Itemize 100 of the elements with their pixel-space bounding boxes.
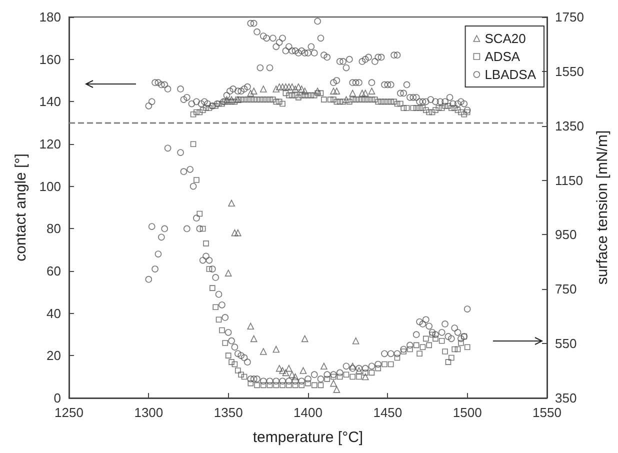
point [254, 382, 260, 388]
point [200, 226, 206, 232]
point [388, 361, 394, 368]
point [350, 374, 356, 380]
point [276, 364, 283, 372]
point [292, 86, 299, 92]
point [448, 354, 454, 361]
point [203, 240, 209, 246]
point [234, 229, 242, 236]
point [212, 304, 218, 310]
point [301, 88, 308, 94]
point [225, 352, 232, 358]
point [382, 361, 388, 368]
point [250, 335, 258, 342]
point [301, 335, 308, 342]
point [234, 96, 242, 103]
x-tick-label: 1450 [373, 405, 402, 420]
point [454, 346, 461, 352]
point [333, 386, 340, 393]
point [438, 338, 445, 344]
legend-label: ADSA [484, 49, 520, 64]
y2-tick-label: 550 [555, 336, 577, 352]
point [298, 86, 306, 92]
point [342, 96, 350, 103]
point [228, 200, 235, 207]
y-tick-label: 160 [39, 52, 61, 67]
y2-tick-label: 950 [555, 227, 577, 242]
point [232, 361, 238, 368]
point [432, 336, 438, 342]
point [330, 374, 336, 380]
y-tick-label: 20 [46, 348, 61, 364]
y2-tick-label: 1750 [555, 10, 584, 24]
point [285, 364, 292, 372]
point [231, 229, 238, 236]
x-tick-label: 1500 [452, 405, 482, 420]
point [288, 371, 296, 378]
point [320, 362, 328, 370]
point [330, 88, 337, 94]
point [356, 367, 362, 374]
point [260, 382, 266, 388]
point [250, 88, 258, 94]
x-tick-label: 1550 [532, 405, 562, 420]
y-tick-label: 0 [54, 390, 61, 406]
point [356, 374, 362, 380]
point [423, 336, 429, 342]
y-axis-title: contact angle [°] [12, 154, 30, 262]
point [247, 322, 254, 330]
point [266, 382, 273, 388]
y-tick-label: 40 [46, 306, 61, 321]
point [282, 83, 290, 90]
point [442, 348, 448, 354]
point [452, 346, 458, 352]
y-tick-label: 140 [39, 94, 61, 110]
point [429, 332, 436, 338]
point [416, 350, 422, 357]
x-tick-label: 1350 [214, 405, 243, 420]
point [295, 83, 302, 90]
point [280, 382, 286, 388]
point [445, 359, 452, 365]
x-tick-label: 1400 [294, 405, 322, 420]
point [343, 372, 350, 378]
point [247, 90, 254, 97]
point [190, 141, 196, 147]
point [460, 333, 468, 340]
point [286, 382, 292, 388]
point [333, 88, 340, 94]
point [223, 96, 230, 103]
point [300, 367, 307, 374]
y2-tick-label: 750 [555, 282, 577, 297]
point [216, 316, 222, 323]
point [279, 83, 286, 90]
point [311, 382, 318, 388]
point [234, 368, 241, 374]
point [407, 346, 413, 352]
y2-tick-label: 350 [555, 390, 577, 406]
point [368, 370, 375, 376]
point [292, 382, 298, 388]
point [318, 382, 324, 388]
point [362, 373, 369, 380]
y2-axis-title: surface tension [mN/m] [594, 130, 611, 285]
point [260, 348, 267, 355]
legend-label: SCA20 [484, 31, 526, 46]
point [272, 346, 280, 353]
y-tick-label: 120 [39, 136, 61, 152]
point [314, 88, 321, 94]
point [285, 83, 292, 90]
point [394, 354, 400, 361]
point [222, 340, 228, 346]
y2-tick-label: 1150 [555, 172, 583, 188]
point [358, 90, 366, 97]
point [210, 285, 216, 291]
point [260, 86, 267, 92]
x-tick-label: 1250 [54, 405, 84, 420]
y2-tick-label: 1350 [555, 118, 584, 134]
point [228, 96, 235, 103]
point [368, 88, 376, 94]
point [224, 270, 232, 276]
point [420, 344, 426, 350]
point [330, 380, 337, 387]
y2-tick-label: 1550 [555, 64, 584, 79]
